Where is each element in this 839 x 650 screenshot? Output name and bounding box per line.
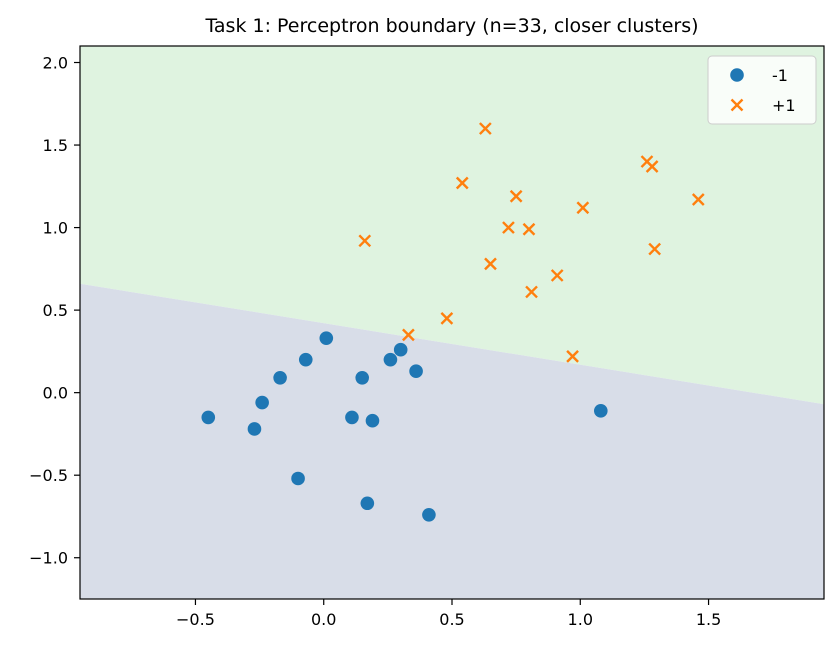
legend-label-pos: +1	[772, 96, 796, 115]
point-pos-10	[550, 269, 564, 282]
region-positive	[80, 46, 824, 405]
point-pos-stroke-b	[525, 285, 538, 299]
legend-label-neg: -1	[772, 66, 788, 85]
point-pos-5	[484, 257, 497, 271]
point-pos-15	[648, 242, 662, 256]
y-tick-label: 2.0	[43, 54, 68, 73]
legend-marker-neg	[730, 68, 744, 82]
region-negative	[80, 283, 824, 599]
point-pos-3	[455, 176, 469, 190]
y-tick-label: 1.5	[43, 136, 68, 155]
point-pos-stroke-b	[648, 242, 662, 256]
point-pos-stroke-b	[691, 193, 705, 206]
y-tick-label: −0.5	[29, 466, 68, 485]
point-pos-stroke-b	[522, 222, 536, 236]
plot-area: −0.5 0.0 0.5 1.0 1.5 −1.0 −0.5 0.0 0.5 1.0 1.5 2.0 -…	[29, 45, 825, 629]
point-neg-11	[383, 352, 398, 367]
point-pos-7	[509, 189, 523, 203]
point-pos-stroke-b	[455, 176, 469, 190]
point-pos-stroke-b	[402, 328, 415, 342]
y-tick-label: 0.0	[43, 384, 68, 403]
point-pos-6	[502, 221, 515, 234]
legend-box	[707, 55, 817, 125]
point-pos-stroke-b	[645, 160, 659, 173]
point-neg-7	[345, 410, 359, 425]
point-neg-9	[360, 496, 375, 511]
chart-title: Task 1: Perceptron boundary (n=33, close…	[204, 15, 698, 37]
point-pos-8	[522, 222, 536, 236]
point-pos-0	[358, 234, 372, 248]
legend-marker-pos	[730, 98, 744, 112]
x-tick-label: 1.5	[696, 610, 721, 629]
point-pos-stroke-b	[484, 257, 497, 271]
y-tick-label: −1.0	[29, 549, 68, 568]
point-neg-6	[319, 331, 334, 345]
point-pos-12	[576, 201, 590, 215]
point-neg-10	[365, 413, 380, 428]
point-pos-2	[440, 312, 454, 325]
point-pos-1	[402, 328, 415, 342]
point-pos-16	[691, 193, 705, 206]
point-neg-5	[298, 352, 313, 367]
point-pos-stroke-b	[358, 234, 372, 248]
y-tick-label: 1.0	[43, 219, 68, 238]
point-neg-13	[409, 364, 423, 378]
point-pos-9	[525, 285, 538, 299]
point-pos-stroke-b	[566, 349, 579, 363]
point-pos-stroke-b	[509, 189, 523, 203]
point-pos-4	[479, 122, 492, 135]
point-pos-stroke-b	[576, 201, 590, 215]
x-tick-label: −0.5	[176, 610, 215, 629]
x-tick-label: 1.0	[568, 610, 593, 629]
decision-regions	[80, 46, 824, 599]
legend-marker-stroke-b	[730, 98, 744, 112]
point-neg-2	[255, 395, 269, 410]
legend: -1 +1	[707, 55, 817, 125]
data-points	[201, 122, 705, 522]
point-neg-14	[422, 508, 436, 522]
x-tick-label: 0.0	[311, 610, 336, 629]
point-neg-4	[291, 471, 305, 486]
point-neg-0	[201, 410, 216, 425]
point-pos-stroke-b	[502, 221, 515, 234]
x-axis: −0.5 0.0 0.5 1.0 1.5	[176, 599, 721, 629]
point-pos-stroke-b	[440, 312, 454, 325]
point-pos-stroke-b	[479, 122, 492, 135]
point-pos-11	[566, 349, 579, 363]
point-neg-15	[594, 404, 608, 418]
x-tick-label: 0.5	[439, 610, 464, 629]
point-neg-1	[247, 422, 262, 436]
point-neg-12	[393, 342, 408, 357]
y-axis: −1.0 −0.5 0.0 0.5 1.0 1.5 2.0	[29, 54, 80, 568]
point-pos-stroke-b	[550, 269, 564, 282]
y-tick-label: 0.5	[43, 301, 68, 320]
point-neg-3	[273, 371, 287, 385]
point-pos-14	[645, 160, 659, 173]
point-neg-8	[355, 371, 370, 385]
